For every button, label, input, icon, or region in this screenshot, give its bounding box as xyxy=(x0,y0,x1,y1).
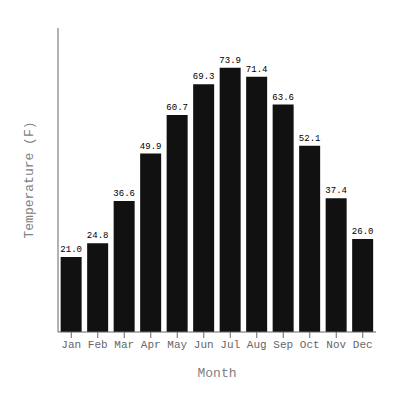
svg-text:24.8: 24.8 xyxy=(87,231,109,241)
svg-text:Month: Month xyxy=(197,366,236,381)
svg-text:Sep: Sep xyxy=(273,339,293,351)
svg-text:60.7: 60.7 xyxy=(166,103,188,113)
svg-text:21.0: 21.0 xyxy=(60,245,82,255)
svg-text:49.9: 49.9 xyxy=(140,142,162,152)
svg-text:Feb: Feb xyxy=(88,339,108,351)
svg-text:Dec: Dec xyxy=(353,339,373,351)
svg-text:Oct: Oct xyxy=(300,339,320,351)
svg-text:Jan: Jan xyxy=(61,339,81,351)
svg-text:73.9: 73.9 xyxy=(219,56,241,66)
svg-text:Mar: Mar xyxy=(114,339,134,351)
svg-text:May: May xyxy=(167,339,187,351)
svg-text:71.4: 71.4 xyxy=(246,65,268,75)
svg-text:Jul: Jul xyxy=(220,339,240,351)
svg-text:Jun: Jun xyxy=(194,339,214,351)
svg-text:52.1: 52.1 xyxy=(299,134,321,144)
svg-text:69.3: 69.3 xyxy=(193,72,215,82)
svg-text:Nov: Nov xyxy=(326,339,346,351)
svg-text:37.4: 37.4 xyxy=(325,186,347,196)
svg-text:26.0: 26.0 xyxy=(352,227,374,237)
svg-text:Aug: Aug xyxy=(247,339,267,351)
svg-text:36.6: 36.6 xyxy=(113,189,135,199)
svg-text:Temperature (F): Temperature (F) xyxy=(22,121,37,238)
svg-text:Apr: Apr xyxy=(141,339,161,351)
svg-text:63.6: 63.6 xyxy=(272,93,294,103)
